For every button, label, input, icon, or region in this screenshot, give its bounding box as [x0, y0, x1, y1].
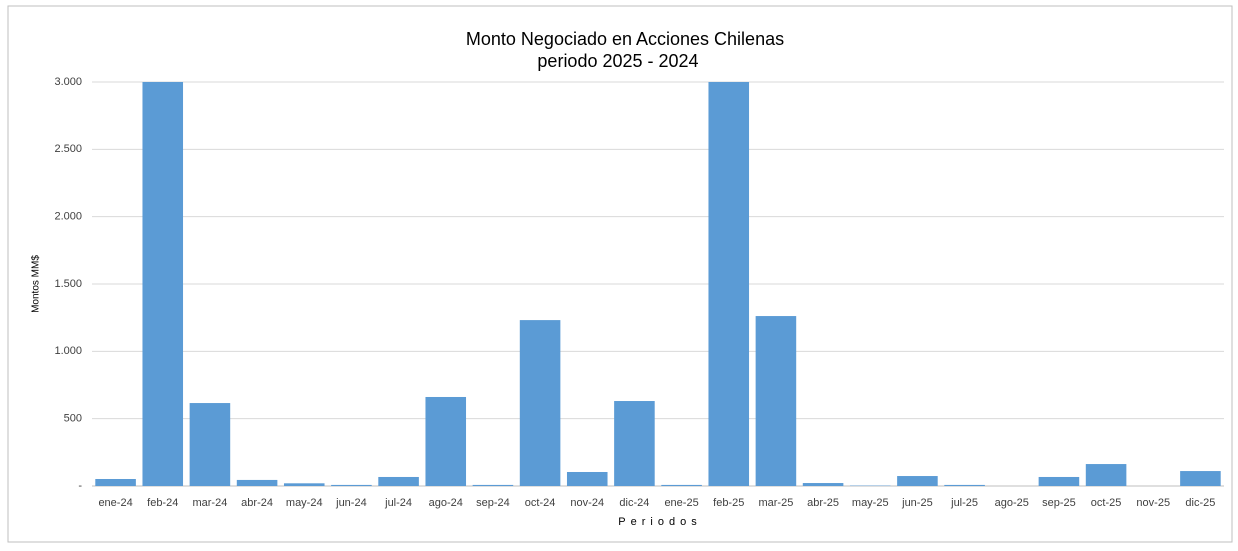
x-tick-label: mar-25 [758, 497, 793, 509]
x-tick-label: feb-25 [713, 497, 744, 509]
y-tick-label: 3.000 [54, 76, 82, 88]
x-tick-label: sep-24 [476, 497, 510, 509]
x-tick-label: jul-25 [950, 497, 978, 509]
x-tick-label: dic-24 [619, 497, 649, 509]
x-tick-label: may-25 [852, 497, 889, 509]
chart-subtitle: periodo 2025 - 2024 [537, 51, 698, 71]
y-tick-label: 2.000 [54, 211, 82, 223]
bar [803, 483, 844, 486]
x-axis-label: Periodos [618, 516, 701, 528]
x-tick-label: ene-24 [98, 497, 132, 509]
bar [708, 82, 749, 486]
x-tick-label: oct-25 [1091, 497, 1122, 509]
bar [1180, 471, 1221, 486]
y-tick-label: 1.500 [54, 278, 82, 290]
bar [378, 477, 419, 486]
y-tick-label: 500 [64, 413, 82, 425]
x-tick-label: mar-24 [192, 497, 227, 509]
bar [331, 485, 372, 486]
y-tick-label: 2.500 [54, 143, 82, 155]
bar [142, 82, 183, 486]
bar [944, 485, 985, 486]
bar [284, 483, 325, 486]
chart-title: Monto Negociado en Acciones Chilenas [466, 29, 784, 49]
y-axis-label: Montos MM$ [31, 255, 42, 313]
bar [95, 479, 136, 486]
x-tick-label: oct-24 [525, 497, 556, 509]
x-tick-label: abr-24 [241, 497, 273, 509]
bar [425, 397, 466, 486]
x-tick-label: ago-25 [995, 497, 1029, 509]
x-tick-label: feb-24 [147, 497, 178, 509]
x-tick-label: jun-25 [901, 497, 933, 509]
x-tick-label: may-24 [286, 497, 323, 509]
y-tick-label: 1.000 [54, 345, 82, 357]
x-tick-label: jun-24 [335, 497, 367, 509]
x-tick-label: abr-25 [807, 497, 839, 509]
x-tick-label: nov-25 [1136, 497, 1170, 509]
x-tick-label: jul-24 [384, 497, 412, 509]
y-tick-label: - [78, 480, 82, 492]
bar [473, 485, 514, 486]
x-tick-label: ene-25 [664, 497, 698, 509]
x-tick-label: sep-25 [1042, 497, 1076, 509]
bar [1039, 477, 1080, 486]
bar [897, 476, 938, 486]
bar [756, 316, 797, 486]
bar [567, 472, 608, 486]
bar [614, 401, 655, 486]
x-tick-label: dic-25 [1185, 497, 1215, 509]
bar [520, 320, 561, 486]
x-tick-label: nov-24 [570, 497, 604, 509]
bar [661, 485, 702, 486]
bar [1086, 464, 1127, 486]
x-tick-label: ago-24 [429, 497, 463, 509]
bar [237, 480, 278, 486]
bar [190, 403, 231, 486]
